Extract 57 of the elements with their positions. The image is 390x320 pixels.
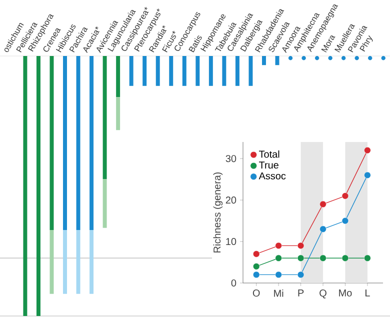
bar bbox=[235, 56, 240, 86]
x-tick-label: Mi bbox=[274, 290, 284, 297]
point bbox=[364, 172, 371, 179]
point bbox=[342, 254, 349, 262]
bar bbox=[196, 56, 200, 86]
x-tick-label: L bbox=[365, 290, 370, 296]
bar bbox=[76, 230, 80, 294]
point bbox=[342, 217, 349, 224]
bar bbox=[102, 56, 107, 179]
bar bbox=[142, 56, 147, 86]
y-axis-title: Richness (genera) bbox=[213, 172, 223, 252]
y-tick-label: 30 bbox=[226, 155, 236, 162]
point bbox=[252, 271, 260, 278]
x-tick-label: P bbox=[298, 290, 304, 296]
bar bbox=[23, 56, 28, 316]
bar bbox=[248, 56, 253, 86]
bar bbox=[116, 97, 120, 130]
bar bbox=[116, 56, 120, 98]
point bbox=[297, 254, 304, 262]
bar bbox=[36, 56, 40, 316]
x-tick-label: Mo bbox=[339, 290, 352, 296]
bar bbox=[50, 230, 54, 294]
bar bbox=[208, 56, 213, 86]
point bbox=[275, 271, 282, 278]
point bbox=[297, 242, 304, 250]
bar bbox=[76, 56, 80, 230]
bar bbox=[182, 56, 186, 86]
point bbox=[320, 254, 326, 262]
y-tick-label: 0 bbox=[231, 279, 236, 287]
point bbox=[275, 254, 282, 262]
bar bbox=[63, 230, 67, 294]
y-tick-label: 20 bbox=[226, 196, 236, 204]
point bbox=[252, 263, 260, 270]
y-tick-label: 10 bbox=[226, 238, 236, 246]
legend-label: True bbox=[259, 162, 278, 169]
legend-label: Total bbox=[259, 150, 280, 158]
bar bbox=[169, 56, 174, 86]
bar bbox=[262, 56, 266, 66]
point bbox=[320, 200, 326, 208]
bar bbox=[50, 56, 54, 230]
bar bbox=[90, 230, 94, 294]
bar bbox=[222, 56, 226, 86]
x-tick-label: Q bbox=[320, 290, 326, 298]
legend-label: Assoc bbox=[258, 172, 286, 180]
point bbox=[364, 146, 371, 154]
point bbox=[342, 192, 349, 200]
bar bbox=[90, 56, 94, 230]
bar bbox=[129, 56, 134, 86]
point bbox=[275, 242, 282, 250]
bar bbox=[102, 178, 107, 228]
bar bbox=[63, 56, 67, 230]
bar bbox=[156, 56, 160, 86]
point bbox=[297, 271, 304, 278]
point bbox=[320, 226, 326, 232]
x-tick-label: O bbox=[252, 290, 260, 297]
point bbox=[252, 250, 260, 258]
point bbox=[364, 254, 371, 262]
